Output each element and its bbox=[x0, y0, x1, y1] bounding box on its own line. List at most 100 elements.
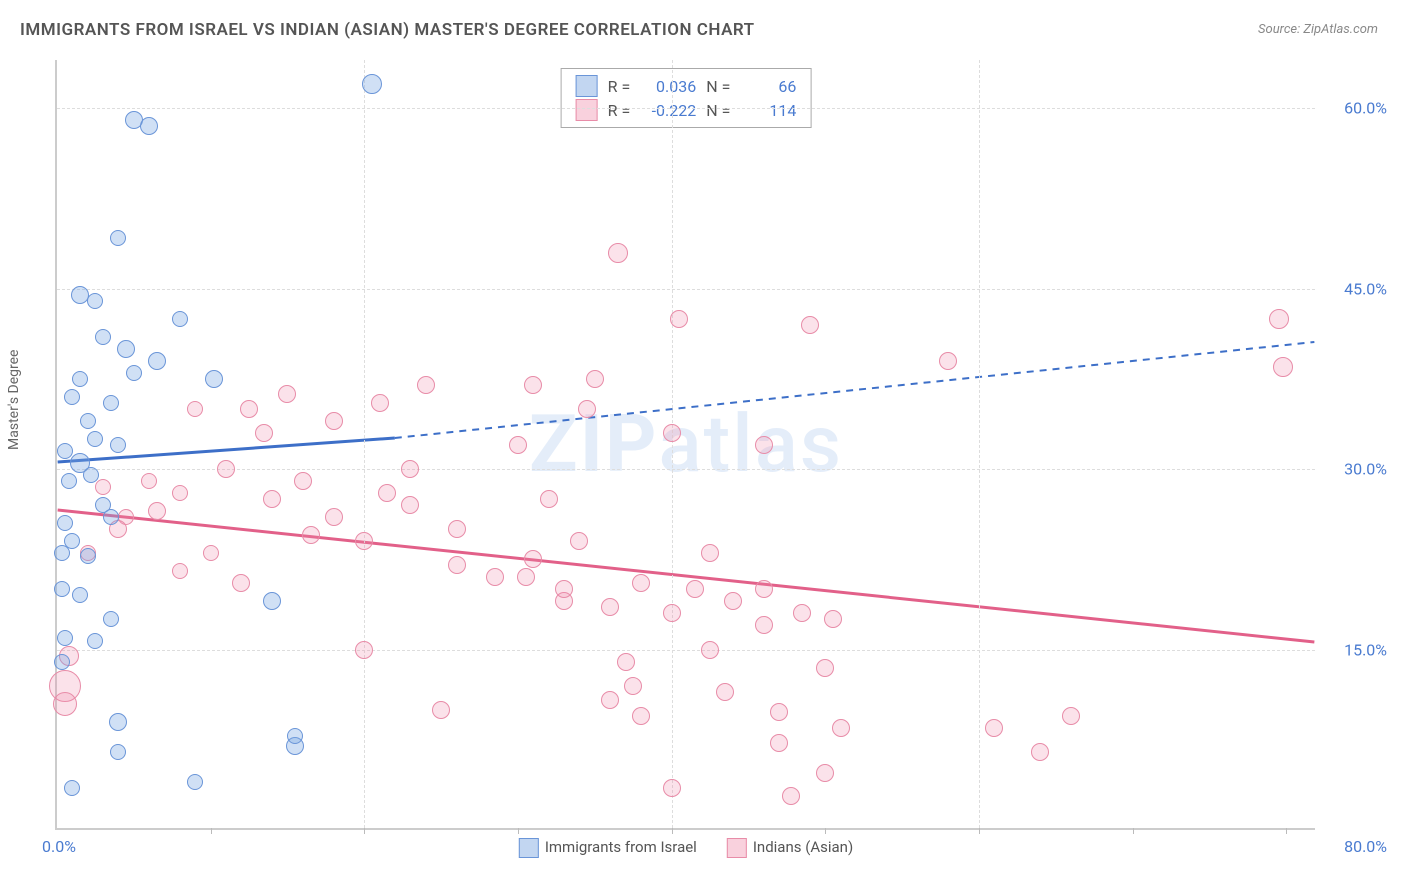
scatter-point bbox=[203, 545, 219, 561]
swatch-pink-icon bbox=[727, 838, 747, 858]
scatter-point bbox=[325, 412, 343, 430]
scatter-point bbox=[302, 526, 320, 544]
scatter-point bbox=[816, 764, 834, 782]
scatter-point bbox=[172, 311, 188, 327]
scatter-point bbox=[148, 502, 166, 520]
scatter-point bbox=[540, 490, 558, 508]
scatter-point bbox=[486, 568, 504, 586]
scatter-point bbox=[524, 376, 542, 394]
gridline-v bbox=[364, 60, 365, 828]
x-tickmark bbox=[825, 828, 826, 834]
scatter-point bbox=[54, 654, 70, 670]
scatter-point bbox=[824, 610, 842, 628]
scatter-point bbox=[1031, 743, 1049, 761]
scatter-point bbox=[83, 467, 99, 483]
scatter-point bbox=[72, 371, 88, 387]
scatter-point bbox=[263, 592, 281, 610]
gridline-h bbox=[57, 289, 1315, 290]
scatter-point bbox=[54, 581, 70, 597]
scatter-point bbox=[417, 376, 435, 394]
y-tick-label: 60.0% bbox=[1344, 99, 1387, 118]
scatter-point bbox=[362, 74, 382, 94]
scatter-point bbox=[663, 779, 681, 797]
x-tickmark bbox=[1286, 828, 1287, 834]
gridline-v bbox=[979, 60, 980, 828]
scatter-point bbox=[617, 653, 635, 671]
scatter-point bbox=[670, 310, 688, 328]
scatter-point bbox=[187, 774, 203, 790]
n-value-blue: 66 bbox=[740, 77, 796, 96]
scatter-point bbox=[103, 611, 119, 627]
y-tick-label: 45.0% bbox=[1344, 279, 1387, 298]
scatter-point bbox=[71, 286, 89, 304]
scatter-point bbox=[624, 677, 642, 695]
scatter-point bbox=[95, 479, 111, 495]
scatter-point bbox=[701, 544, 719, 562]
gridline-v bbox=[672, 60, 673, 828]
x-tickmark bbox=[518, 828, 519, 834]
scatter-point bbox=[232, 574, 250, 592]
plot-area: ZIPatlas R = 0.036 N = 66 R = -0.222 N =… bbox=[55, 60, 1315, 830]
scatter-point bbox=[64, 533, 80, 549]
scatter-point bbox=[355, 532, 373, 550]
scatter-point bbox=[555, 580, 573, 598]
x-tickmark bbox=[364, 828, 365, 834]
scatter-point bbox=[72, 587, 88, 603]
scatter-point bbox=[294, 472, 312, 490]
scatter-point bbox=[1062, 707, 1080, 725]
legend-item-pink: Indians (Asian) bbox=[727, 838, 853, 858]
scatter-point bbox=[832, 719, 850, 737]
scatter-point bbox=[570, 532, 588, 550]
scatter-point bbox=[755, 616, 773, 634]
scatter-point bbox=[724, 592, 742, 610]
scatter-point bbox=[755, 580, 773, 598]
scatter-point bbox=[782, 787, 800, 805]
scatter-point bbox=[632, 707, 650, 725]
x-tickmark bbox=[211, 828, 212, 834]
scatter-point bbox=[1269, 309, 1289, 329]
scatter-point bbox=[716, 683, 734, 701]
scatter-point bbox=[663, 604, 681, 622]
scatter-point bbox=[770, 703, 788, 721]
scatter-point bbox=[141, 473, 157, 489]
n-value-pink: 114 bbox=[740, 101, 796, 120]
chart-title: IMMIGRANTS FROM ISRAEL VS INDIAN (ASIAN)… bbox=[20, 20, 755, 40]
y-tick-label: 30.0% bbox=[1344, 460, 1387, 479]
scatter-point bbox=[80, 548, 96, 564]
swatch-pink bbox=[576, 99, 598, 121]
chart-source: Source: ZipAtlas.com bbox=[1258, 22, 1378, 37]
scatter-point bbox=[172, 485, 188, 501]
scatter-point bbox=[355, 641, 373, 659]
y-axis-label: Master's Degree bbox=[6, 350, 22, 450]
scatter-point bbox=[578, 400, 596, 418]
scatter-point bbox=[755, 436, 773, 454]
scatter-point bbox=[95, 329, 111, 345]
scatter-point bbox=[632, 574, 650, 592]
chart-container: IMMIGRANTS FROM ISRAEL VS INDIAN (ASIAN)… bbox=[0, 0, 1406, 892]
scatter-point bbox=[109, 713, 127, 731]
scatter-point bbox=[57, 630, 73, 646]
scatter-point bbox=[663, 424, 681, 442]
scatter-point bbox=[205, 370, 223, 388]
scatter-point bbox=[110, 744, 126, 760]
scatter-point bbox=[87, 293, 103, 309]
scatter-point bbox=[586, 370, 604, 388]
scatter-point bbox=[255, 424, 273, 442]
legend-bottom: Immigrants from Israel Indians (Asian) bbox=[519, 838, 853, 858]
scatter-point bbox=[80, 413, 96, 429]
scatter-point bbox=[87, 431, 103, 447]
x-tickmark bbox=[1133, 828, 1134, 834]
x-tickmark bbox=[672, 828, 673, 834]
scatter-point bbox=[57, 515, 73, 531]
x-tickmark bbox=[979, 828, 980, 834]
y-tick-label: 15.0% bbox=[1344, 640, 1387, 659]
scatter-point bbox=[608, 243, 628, 263]
legend-stats: R = 0.036 N = 66 R = -0.222 N = 114 bbox=[561, 68, 812, 128]
scatter-point bbox=[601, 691, 619, 709]
gridline-h bbox=[57, 469, 1315, 470]
scatter-point bbox=[117, 340, 135, 358]
scatter-point bbox=[240, 400, 258, 418]
scatter-point bbox=[686, 580, 704, 598]
scatter-point bbox=[61, 473, 77, 489]
scatter-point bbox=[816, 659, 834, 677]
